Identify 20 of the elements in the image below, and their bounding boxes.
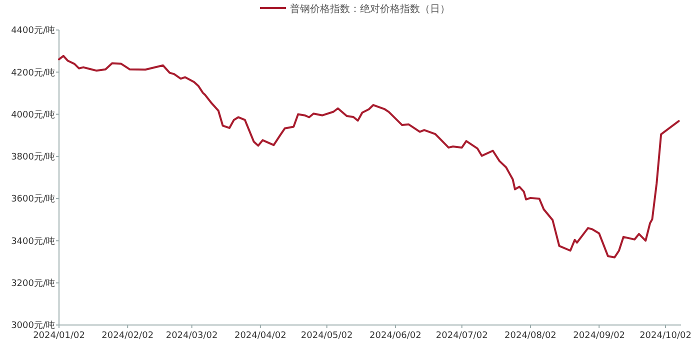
x-tick-label: 2024/04/02 — [234, 331, 286, 341]
line-series — [58, 54, 680, 258]
x-tick-label: 2024/10/02 — [640, 331, 692, 341]
x-tick-label: 2024/06/02 — [370, 331, 422, 341]
y-tick-label: 4200元/吨 — [11, 67, 55, 78]
x-tick-label: 2024/02/02 — [102, 331, 154, 341]
y-tick-label: 3800元/吨 — [11, 152, 55, 163]
x-tick-label: 2024/05/02 — [300, 331, 353, 341]
x-tick-label: 2024/08/02 — [504, 331, 556, 341]
y-tick-label: 4000元/吨 — [11, 109, 55, 120]
x-tick-label: 2024/03/02 — [166, 331, 218, 341]
y-tick-label: 3400元/吨 — [11, 236, 55, 247]
legend-label: 普钢价格指数：绝对价格指数（日） — [290, 3, 450, 15]
y-tick-label: 3600元/吨 — [11, 194, 55, 205]
y-tick-label: 3000元/吨 — [11, 320, 55, 332]
x-tick-label: 2024/09/02 — [573, 331, 626, 341]
x-tick-label: 2024/07/02 — [436, 331, 488, 341]
x-tick-label: 2024/01/02 — [33, 331, 85, 341]
y-tick-label: 4400元/吨 — [11, 25, 55, 36]
y-tick-label: 3200元/吨 — [11, 278, 55, 290]
